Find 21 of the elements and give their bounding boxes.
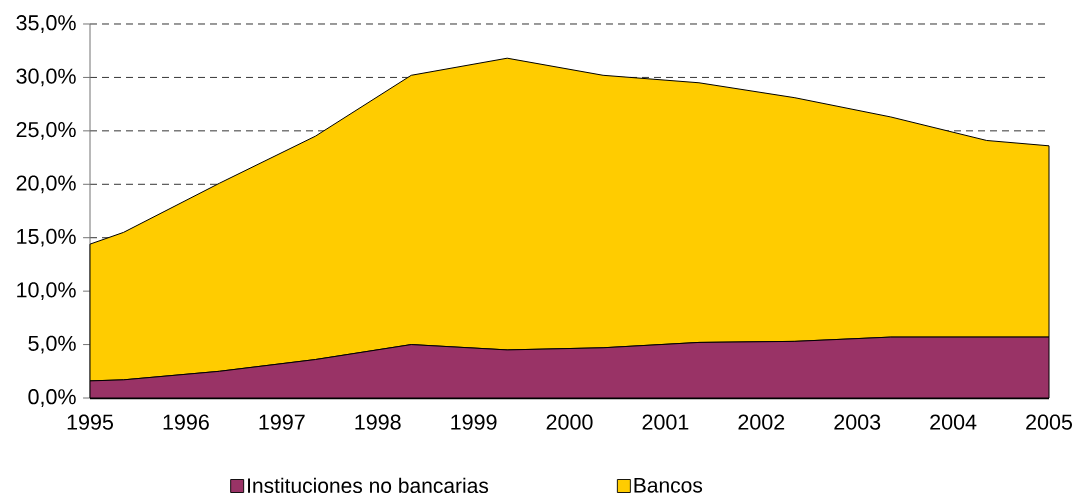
y-tick-label: 0,0% [28,389,76,407]
x-tick-label: 2004 [930,414,977,430]
x-tick-label: 1999 [451,414,497,430]
y-tick-label: 30,0% [16,68,76,87]
x-tick-label: 2001 [642,414,689,430]
x-tick-label: 1998 [355,414,401,430]
y-tick-label: 35,0% [16,15,76,33]
x-tick-label: 2005 [1026,414,1073,430]
y-tick-label: 10,0% [17,282,76,301]
x-tick-label: 2000 [546,414,593,430]
y-tick-label: 25,0% [16,121,76,140]
x-tick-label: 1996 [163,414,209,430]
legend-label: Bancos [634,478,703,493]
x-tick-label: 2003 [834,414,881,430]
x-tick-label: 1997 [259,414,305,430]
x-tick-label: 1995 [67,414,113,430]
x-tick-label: 2002 [738,414,785,430]
y-tick-label: 5,0% [28,335,76,354]
legend-label: Instituciones no bancarias [248,477,489,494]
y-tick-label: 15,0% [17,228,76,247]
y-tick-label: 20,0% [16,175,76,194]
